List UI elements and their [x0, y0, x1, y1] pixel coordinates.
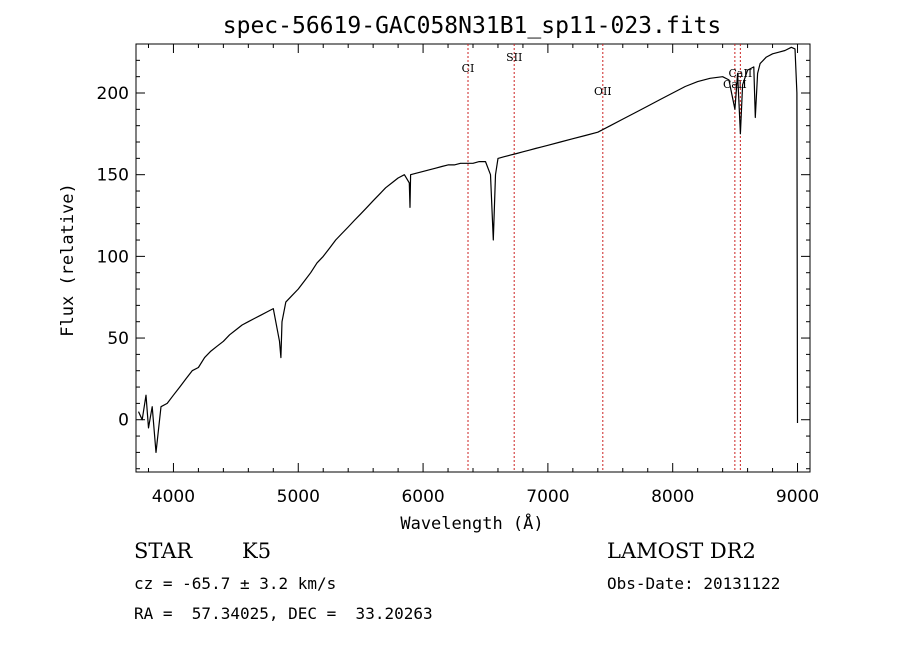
y-axis-ticks: 0 50 100 150 200	[97, 43, 810, 470]
x-axis-ticks: 4000 5000 6000 7000 8000 9000	[147, 44, 819, 507]
chart-title: spec-56619-GAC058N31B1_sp11-023.fits	[223, 13, 722, 39]
plot-frame	[135, 43, 811, 473]
line-marker-label: OII	[594, 85, 612, 98]
y-tick-label: 150	[97, 166, 129, 186]
y-tick-label: 0	[118, 411, 129, 431]
y-tick-label: 200	[97, 84, 129, 104]
line-marker-label: SII	[506, 51, 522, 64]
x-tick-label: 6000	[401, 487, 444, 507]
x-tick-label: 8000	[651, 487, 694, 507]
object-subclass: K5	[242, 539, 272, 563]
x-tick-label: 5000	[277, 487, 320, 507]
series-group	[137, 46, 799, 453]
line-marker-label: CI	[462, 62, 475, 75]
y-tick-label: 100	[97, 247, 129, 267]
x-tick-label: 4000	[152, 487, 195, 507]
line-marker-label: CaII	[729, 67, 753, 80]
redshift-velocity: cz = -65.7 ± 3.2 km/s	[134, 574, 337, 593]
sky-coordinates: RA = 57.34025, DEC = 33.20263	[134, 604, 433, 623]
x-tick-label: 9000	[776, 487, 819, 507]
survey-name: LAMOST DR2	[607, 539, 756, 563]
y-tick-label: 50	[107, 329, 129, 349]
spectrum-line	[137, 46, 799, 453]
x-tick-label: 7000	[526, 487, 569, 507]
object-class: STAR	[134, 539, 193, 563]
observation-date: Obs-Date: 20131122	[607, 574, 781, 593]
y-axis-label: Flux (relative)	[58, 183, 78, 337]
x-axis-label: Wavelength (Å)	[400, 512, 543, 534]
